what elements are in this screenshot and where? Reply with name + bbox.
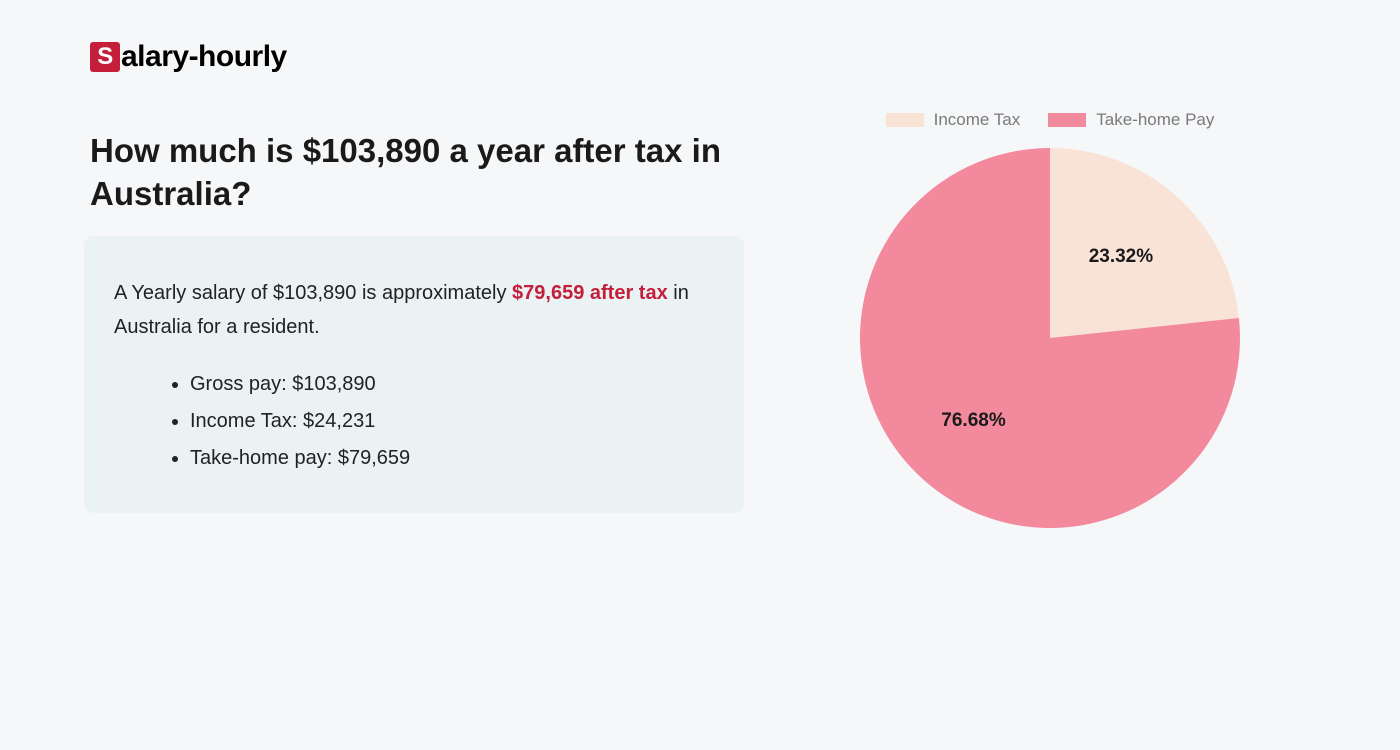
legend-item-income-tax: Income Tax	[886, 110, 1021, 130]
logo-letter-box: S	[90, 42, 120, 72]
legend-label: Take-home Pay	[1096, 110, 1214, 130]
legend-label: Income Tax	[934, 110, 1021, 130]
summary-prefix: A Yearly salary of $103,890 is approxima…	[114, 282, 512, 304]
logo-text: alary-hourly	[121, 40, 287, 74]
legend-item-take-home: Take-home Pay	[1048, 110, 1214, 130]
summary-text: A Yearly salary of $103,890 is approxima…	[114, 276, 714, 344]
legend-swatch	[886, 113, 924, 127]
list-item: Income Tax: $24,231	[190, 403, 714, 440]
list-item: Gross pay: $103,890	[190, 366, 714, 403]
summary-highlight: $79,659 after tax	[512, 282, 668, 304]
legend-swatch	[1048, 113, 1086, 127]
breakdown-list: Gross pay: $103,890 Income Tax: $24,231 …	[114, 366, 714, 477]
summary-panel: A Yearly salary of $103,890 is approxima…	[84, 236, 744, 513]
slice-label-income-tax: 23.32%	[1089, 246, 1153, 268]
chart-legend: Income Tax Take-home Pay	[840, 110, 1260, 130]
pie-chart: 23.32% 76.68%	[860, 148, 1240, 528]
pie-chart-region: Income Tax Take-home Pay 23.32% 76.68%	[840, 110, 1260, 528]
list-item: Take-home pay: $79,659	[190, 440, 714, 477]
page-title: How much is $103,890 a year after tax in…	[90, 130, 730, 216]
site-logo: Salary-hourly	[90, 40, 287, 74]
slice-label-take-home: 76.68%	[941, 410, 1005, 432]
pie-svg	[860, 148, 1240, 528]
